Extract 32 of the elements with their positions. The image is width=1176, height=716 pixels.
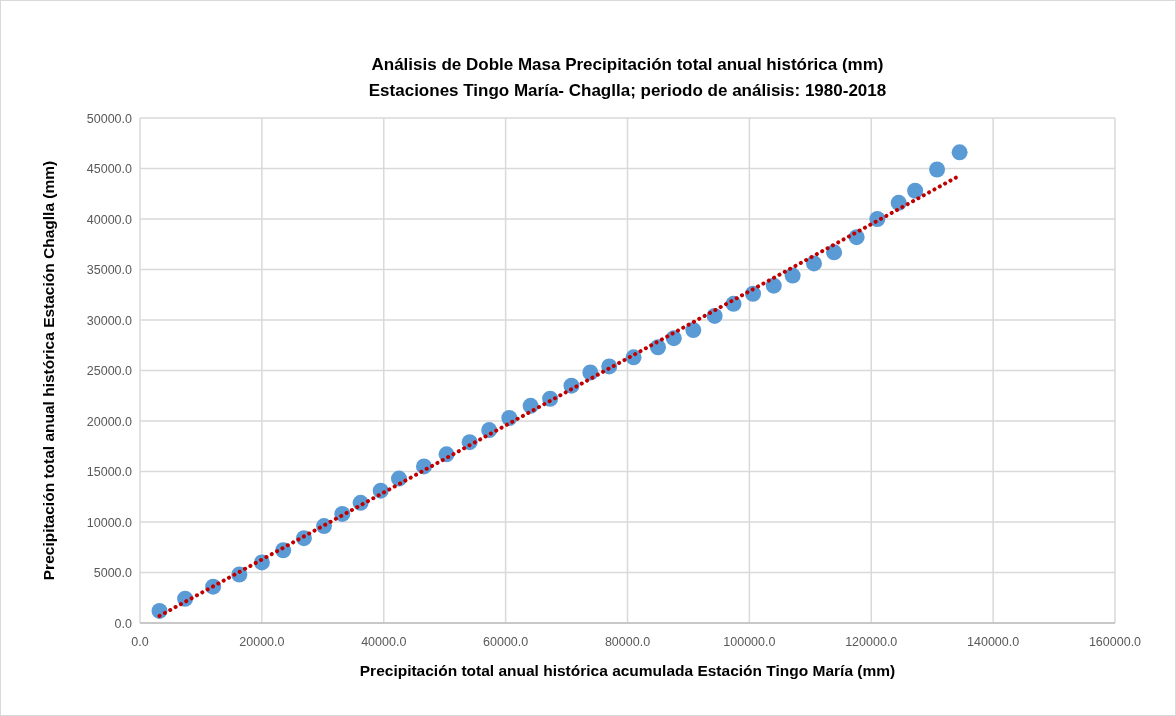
y-tick-label: 0.0 — [114, 616, 133, 631]
x-tick-label: 40000.0 — [361, 635, 407, 649]
x-tick-label: 100000.0 — [723, 635, 776, 649]
y-tick-label: 20000.0 — [86, 414, 133, 429]
y-tick-label: 10000.0 — [86, 515, 133, 530]
point — [929, 161, 946, 178]
point — [765, 277, 782, 294]
chart-subtitle: Estaciones Tingo María- Chaglla; periodo de análisis: 1980-2018 — [368, 81, 887, 100]
y-tick-label: 50000.0 — [86, 111, 133, 126]
y-tick-label: 5000.0 — [93, 566, 133, 580]
y-tick-label: 35000.0 — [86, 263, 133, 277]
point — [907, 182, 924, 199]
x-tick-label: 60000.0 — [483, 635, 529, 649]
y-axis-title: Precipitación total anual histórica Estación Chaglla (mm) — [40, 160, 57, 581]
y-tick-label: 15000.0 — [86, 465, 133, 479]
x-tick-label: 160000.0 — [1088, 635, 1142, 649]
x-tick-label: 80000.0 — [604, 635, 651, 649]
x-tick-label: 20000.0 — [239, 635, 285, 649]
point — [685, 322, 702, 339]
point — [951, 144, 968, 161]
chart-title: Análisis de Doble Masa Precipitación total anual histórica (mm) — [371, 55, 884, 74]
y-tick-label: 40000.0 — [86, 212, 133, 227]
x-tick-label: 0.0 — [131, 635, 149, 649]
y-tick-label: 45000.0 — [86, 162, 133, 176]
point — [826, 244, 843, 261]
x-axis-title: Precipitación total anual histórica acumulada Estación Tingo María (mm) — [359, 662, 896, 679]
y-tick-label: 25000.0 — [86, 364, 133, 378]
x-tick-label: 140000.0 — [967, 635, 1020, 649]
point — [805, 255, 822, 272]
point — [784, 267, 801, 284]
x-tick-label: 120000.0 — [845, 635, 898, 649]
y-tick-label: 30000.0 — [86, 313, 133, 328]
